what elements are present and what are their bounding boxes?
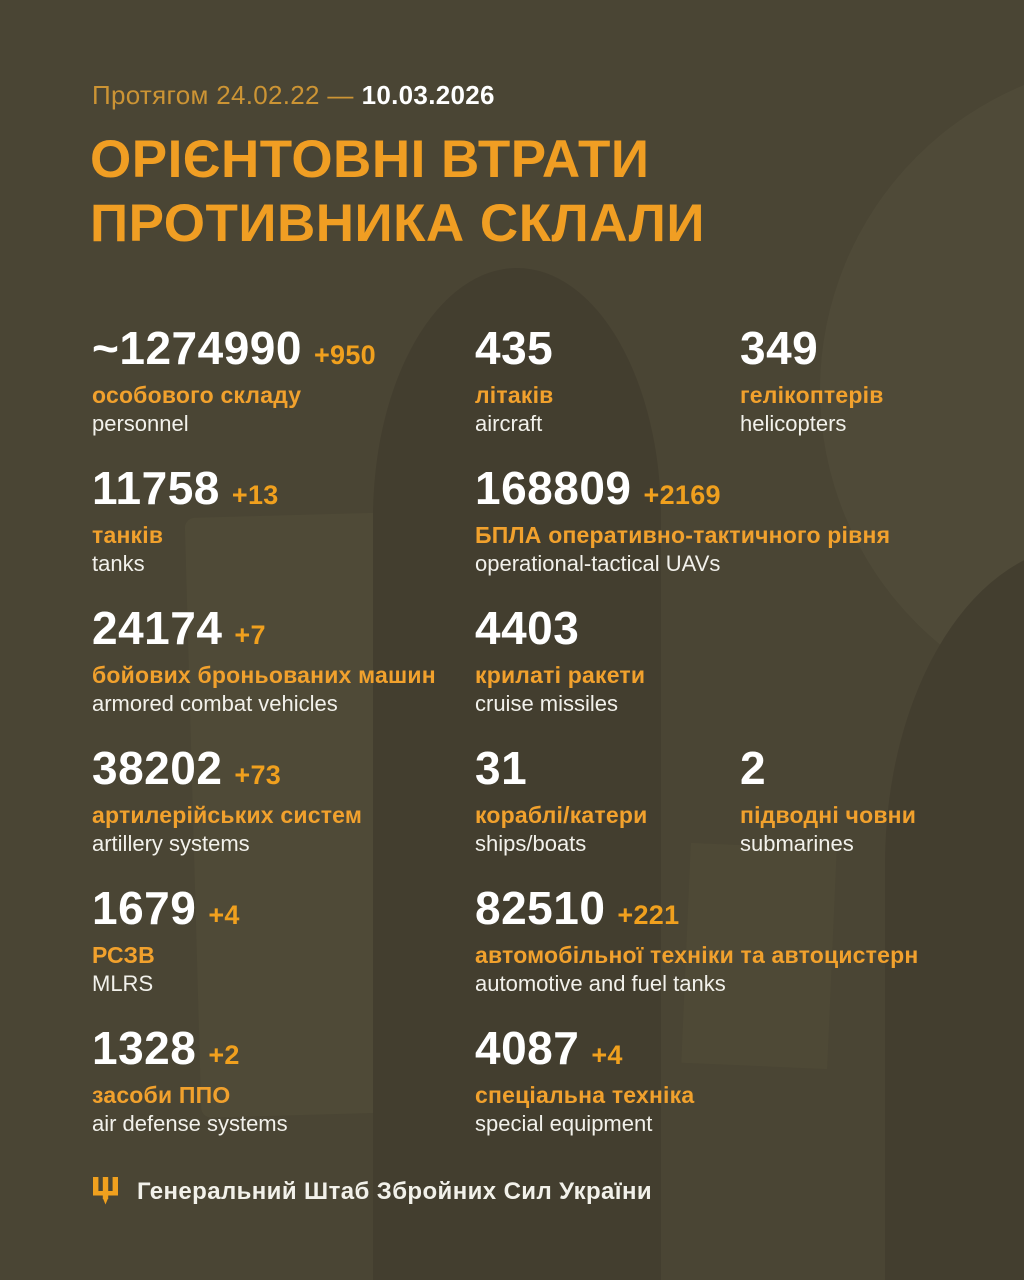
page-title-line1: ОРІЄНТОВНІ ВТРАТИ bbox=[90, 130, 650, 189]
stat-artillery: 38202 +73 артилерійських систем artillery… bbox=[92, 742, 475, 882]
footer-org-label: Генеральний Штаб Збройних Сил України bbox=[137, 1178, 653, 1205]
stat-label-en: submarines bbox=[740, 831, 854, 856]
stat-special-equipment: 4087 +4 спеціальна техніка special equipm… bbox=[475, 1022, 972, 1162]
stat-label-en: special equipment bbox=[475, 1111, 653, 1136]
page-title-line2: ПРОТИВНИКА СКЛАЛИ bbox=[90, 194, 705, 253]
stat-air-defense: 1328 +2 засоби ППО air defense systems bbox=[92, 1022, 475, 1162]
stat-label-uk: підводні човни bbox=[740, 802, 917, 828]
stat-value: 168809 bbox=[475, 462, 632, 514]
stat-label-uk: артилерійських систем bbox=[92, 802, 363, 828]
stat-value: ~1274990 bbox=[92, 322, 302, 374]
stat-label-en: artillery systems bbox=[92, 831, 250, 856]
stat-uavs: 168809 +2169 БПЛА оперативно-тактичного р… bbox=[475, 462, 972, 602]
stat-label-en: tanks bbox=[92, 551, 145, 576]
stat-value: 2 bbox=[740, 742, 767, 794]
stat-label-en: aircraft bbox=[475, 411, 543, 436]
stat-label-uk: крилаті ракети bbox=[475, 662, 646, 688]
report-period: Протягом 24.02.22 —10.03.2026 bbox=[92, 80, 495, 111]
stat-label-en: ships/boats bbox=[475, 831, 587, 856]
stat-label-uk: спеціальна техніка bbox=[475, 1082, 695, 1108]
stat-delta: +221 bbox=[617, 900, 680, 930]
stat-helicopters: 349 гелікоптерів helicopters bbox=[740, 322, 972, 462]
stat-label-uk: літаків bbox=[475, 382, 554, 408]
stat-label-en: cruise missiles bbox=[475, 691, 619, 716]
stat-delta: +950 bbox=[313, 340, 376, 370]
stat-value: 82510 bbox=[475, 882, 606, 934]
stat-ships: 31 кораблі/катери ships/boats bbox=[475, 742, 740, 882]
stat-delta: +4 bbox=[591, 1040, 623, 1070]
stat-label-en: operational-tactical UAVs bbox=[475, 551, 721, 576]
stat-delta: +4 bbox=[208, 900, 240, 930]
stat-label-en: armored combat vehicles bbox=[92, 691, 338, 716]
stat-label-en: personnel bbox=[92, 411, 189, 436]
trident-icon bbox=[93, 1177, 118, 1205]
footer: Генеральний Штаб Збройних Сил України bbox=[92, 1176, 652, 1208]
stat-label-en: helicopters bbox=[740, 411, 847, 436]
period-label: Протягом 24.02.22 — bbox=[92, 80, 354, 110]
stat-label-uk: кораблі/катери bbox=[475, 802, 648, 828]
stat-delta: +73 bbox=[234, 760, 282, 790]
stat-delta: +13 bbox=[231, 480, 279, 510]
stat-label-uk: РСЗВ bbox=[92, 942, 155, 968]
stat-value: 24174 bbox=[92, 602, 223, 654]
losses-grid: ~1274990 +950 особового складу personnel … bbox=[92, 322, 972, 1162]
stat-aircraft: 435 літаків aircraft bbox=[475, 322, 740, 462]
stat-delta: +2169 bbox=[643, 480, 721, 510]
stat-value: 349 bbox=[740, 322, 819, 374]
stat-value: 11758 bbox=[92, 462, 220, 514]
stat-cruise-missiles: 4403 крилаті ракети cruise missiles bbox=[475, 602, 972, 742]
stat-value: 435 bbox=[475, 322, 554, 374]
stat-label-uk: БПЛА оперативно-тактичного рівня bbox=[475, 522, 891, 548]
stat-personnel: ~1274990 +950 особового складу personnel bbox=[92, 322, 475, 462]
stat-value: 4403 bbox=[475, 602, 580, 654]
stat-value: 1679 bbox=[92, 882, 197, 934]
stat-submarines: 2 підводні човни submarines bbox=[740, 742, 972, 882]
stat-label-en: automotive and fuel tanks bbox=[475, 971, 726, 996]
stat-automotive: 82510 +221 автомобільної техніки та автоц… bbox=[475, 882, 972, 1022]
stat-label-uk: танків bbox=[92, 522, 164, 548]
stat-armored-vehicles: 24174 +7 бойових броньованих машин armore… bbox=[92, 602, 475, 742]
stat-delta: +7 bbox=[234, 620, 266, 650]
stat-label-uk: особового складу bbox=[92, 382, 302, 408]
stat-label-en: MLRS bbox=[92, 971, 154, 996]
report-date: 10.03.2026 bbox=[361, 80, 495, 110]
stat-mlrs: 1679 +4 РСЗВ MLRS bbox=[92, 882, 475, 1022]
stat-label-uk: бойових броньованих машин bbox=[92, 662, 436, 688]
stat-label-en: air defense systems bbox=[92, 1111, 288, 1136]
stat-label-uk: автомобільної техніки та автоцистерн bbox=[475, 942, 919, 968]
stat-tanks: 11758 +13 танків tanks bbox=[92, 462, 475, 602]
page-title: ОРІЄНТОВНІ ВТРАТИ ПРОТИВНИКА СКЛАЛИ bbox=[90, 128, 970, 256]
stat-label-uk: гелікоптерів bbox=[740, 382, 884, 408]
watermark-shape bbox=[373, 268, 661, 1280]
stat-value: 1328 bbox=[92, 1022, 197, 1074]
stat-delta: +2 bbox=[208, 1040, 240, 1070]
stat-value: 4087 bbox=[475, 1022, 580, 1074]
stat-value: 38202 bbox=[92, 742, 223, 794]
stat-label-uk: засоби ППО bbox=[92, 1082, 231, 1108]
stat-value: 31 bbox=[475, 742, 528, 794]
